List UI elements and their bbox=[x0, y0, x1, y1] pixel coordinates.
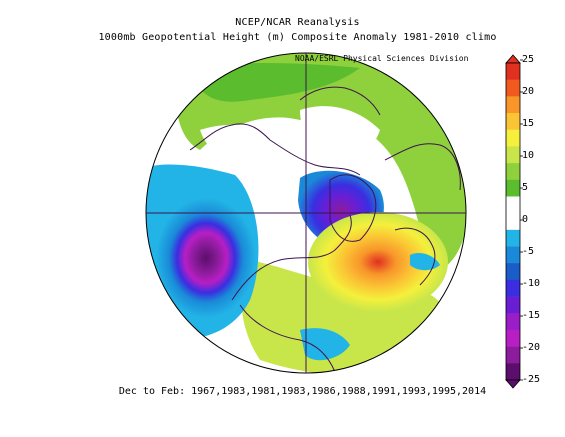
colorbar-tick-label: -10 bbox=[522, 278, 541, 289]
colorbar-segment bbox=[506, 263, 520, 281]
colorbar-segment bbox=[506, 346, 520, 364]
colorbar-tick-label: 10 bbox=[522, 150, 535, 161]
colorbar-tick-label: 0 bbox=[522, 214, 529, 225]
colorbar-tick-label: -15 bbox=[522, 310, 541, 321]
colorbar-segment bbox=[506, 313, 520, 331]
credit-label: NOAA/ESRL Physical Sciences Division bbox=[295, 54, 469, 63]
colorbar-segment bbox=[506, 329, 520, 347]
colorbar-tick-label: 25 bbox=[522, 54, 535, 65]
colorbar-segment bbox=[506, 363, 520, 381]
colorbar-segment bbox=[506, 96, 520, 114]
colorbar-tick-label: -25 bbox=[522, 374, 541, 385]
colorbar-segment bbox=[506, 163, 520, 181]
colorbar-segment bbox=[506, 129, 520, 147]
colorbar-segment bbox=[506, 196, 520, 214]
colorbar-bottom-arrow bbox=[505, 379, 521, 389]
colorbar-segment bbox=[506, 296, 520, 314]
colorbar bbox=[505, 54, 523, 389]
colorbar-segment bbox=[506, 79, 520, 97]
colorbar-tick-label: -20 bbox=[522, 342, 541, 353]
colorbar-top-arrow bbox=[505, 54, 521, 64]
colorbar-tick-label: 5 bbox=[522, 182, 529, 193]
colorbar-segment bbox=[506, 113, 520, 131]
colorbar-segment bbox=[506, 179, 520, 197]
chart-subtitle: 1000mb Geopotential Height (m) Composite… bbox=[98, 32, 497, 43]
chart-title: NCEP/NCAR Reanalysis bbox=[235, 17, 360, 28]
colorbar-segment bbox=[506, 246, 520, 264]
colorbar-tick-label: 15 bbox=[522, 118, 535, 129]
colorbar-segment bbox=[506, 279, 520, 297]
colorbar-tick-label: -5 bbox=[522, 246, 535, 257]
colorbar-segment bbox=[506, 229, 520, 247]
colorbar-tick-label: 20 bbox=[522, 86, 535, 97]
colorbar-segment bbox=[506, 63, 520, 80]
colorbar-segment bbox=[506, 146, 520, 164]
colorbar-segment bbox=[506, 213, 520, 231]
composite-years-label: Dec to Feb: 1967,1983,1981,1983,1986,198… bbox=[118, 386, 487, 397]
